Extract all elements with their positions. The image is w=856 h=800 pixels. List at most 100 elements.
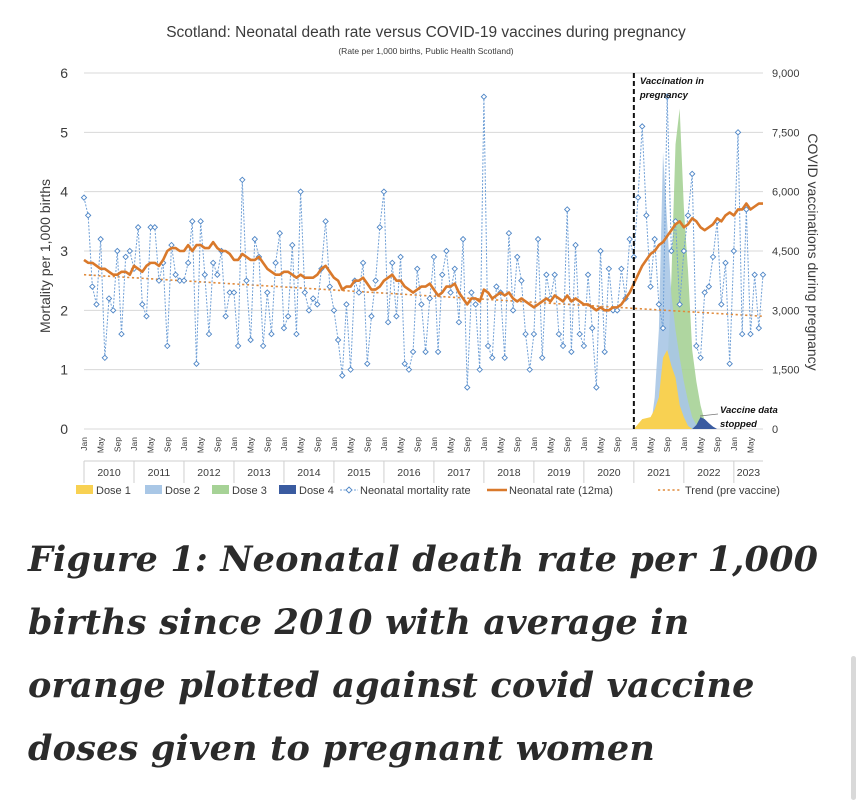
x-month-tick: Jan (379, 437, 389, 451)
mortality-point (605, 265, 613, 273)
mortality-point (718, 301, 725, 308)
mortality-point (147, 224, 154, 231)
x-month-tick: May (446, 436, 456, 453)
vaccination-label: pregnancy (639, 90, 689, 101)
x-month-tick: Jan (179, 437, 189, 451)
mortality-point (301, 289, 309, 296)
x-year-label: 2023 (737, 467, 761, 479)
mortality-point (451, 265, 458, 273)
dose4-area (692, 417, 718, 429)
x-month-tick: May (346, 436, 356, 453)
mortality-point (376, 224, 383, 231)
mortality-point (576, 330, 583, 338)
mortality-point (443, 247, 450, 255)
mortality-point (572, 241, 579, 249)
mortality-point (364, 360, 371, 367)
trend-line (83, 273, 764, 318)
legend-label: Dose 3 (232, 485, 267, 497)
mortality-point (239, 176, 246, 184)
x-month-tick: Jan (529, 437, 539, 451)
mortality-point (434, 348, 442, 356)
mortality-point (80, 194, 88, 201)
mortality-point (722, 259, 729, 267)
mortality-point (222, 313, 229, 320)
mortality-point (155, 277, 163, 284)
mortality-point (472, 301, 479, 308)
mortality-point (280, 324, 288, 332)
mortality-point (543, 271, 550, 278)
mortality-point (330, 307, 338, 314)
legend: Dose 1 Dose 2 Dose 3 Dose 4 Neonatal mortali… (76, 485, 780, 497)
legend-label: Neonatal rate (12ma) (509, 485, 613, 497)
mortality-point (505, 229, 513, 237)
data-stopped-label: Vaccine data (720, 405, 778, 416)
x-month-tick: May (646, 436, 656, 453)
mortality-point (584, 271, 592, 278)
mortality-point (422, 348, 429, 356)
y2-tick-label: 1,500 (772, 365, 800, 377)
mortality-point (93, 301, 100, 308)
mortality-point (134, 224, 142, 231)
x-month-tick: Jan (479, 437, 489, 451)
mortality-point (209, 259, 217, 267)
mortality-point (205, 330, 213, 338)
mortality-point (730, 247, 738, 255)
mortality-point (464, 384, 471, 391)
legend-label: Dose 2 (165, 485, 200, 497)
mortality-point (272, 259, 279, 267)
mortality-point (343, 301, 350, 308)
y-tick-label: 2 (60, 302, 68, 318)
x-month-tick: May (746, 436, 756, 453)
mortality-point (439, 271, 446, 278)
mortality-point (476, 366, 483, 373)
x-month-tick: Jan (629, 437, 639, 451)
mortality-point (447, 289, 454, 296)
legend-label: Dose 1 (96, 485, 131, 497)
mortality-point (518, 277, 525, 284)
mortality-point (347, 366, 354, 373)
y-tick-label: 5 (60, 124, 68, 140)
mortality-point (189, 218, 196, 225)
mortality-point (738, 330, 746, 338)
x-month-tick: Sep (562, 437, 572, 452)
axes: 0 1 2 3 4 5 6 0 1,500 3,000 4,500 6,000 7,500 9,000 Ja… (60, 65, 800, 483)
mortality-point (593, 384, 600, 391)
mortality-point (164, 342, 171, 350)
mortality-point (122, 253, 129, 261)
moving-average-series (83, 202, 763, 312)
mortality-point (118, 330, 125, 338)
x-month-tick: Sep (412, 437, 422, 452)
mortality-point (747, 330, 754, 338)
mortality-point (176, 277, 184, 284)
mortality-point (651, 235, 658, 243)
mortality-point (97, 235, 104, 243)
x-year-label: 2012 (197, 467, 221, 479)
x-year-label: 2018 (497, 467, 521, 479)
x-year-label: 2021 (647, 467, 671, 479)
mortality-point (501, 354, 508, 362)
scrollbar[interactable] (851, 656, 856, 800)
mortality-point (743, 206, 750, 213)
mortality-point (488, 354, 496, 362)
mortality-point (580, 342, 588, 350)
x-year-label: 2013 (247, 467, 271, 479)
y-tick-label: 4 (60, 184, 68, 200)
x-year-label: 2016 (397, 467, 421, 479)
vaccine-areas (633, 108, 718, 429)
y-tick-label: 6 (60, 65, 68, 81)
y2-tick-label: 6,000 (772, 187, 800, 199)
x-month-tick: Sep (262, 437, 272, 452)
mortality-point (643, 212, 650, 219)
chart: Scotland: Neonatal death rate versus COV… (37, 24, 821, 497)
mortality-point (326, 283, 334, 290)
x-month-tick: Jan (329, 437, 339, 451)
x-month-tick: Sep (662, 437, 672, 452)
mortality-point (726, 360, 733, 367)
mortality-point (638, 123, 646, 130)
mortality-point (430, 253, 438, 261)
mortality-line (83, 96, 764, 388)
x-year-label: 2019 (547, 467, 571, 479)
mortality-point (409, 348, 417, 356)
x-month-tick: Jan (279, 437, 289, 451)
mortality-point (184, 259, 192, 267)
